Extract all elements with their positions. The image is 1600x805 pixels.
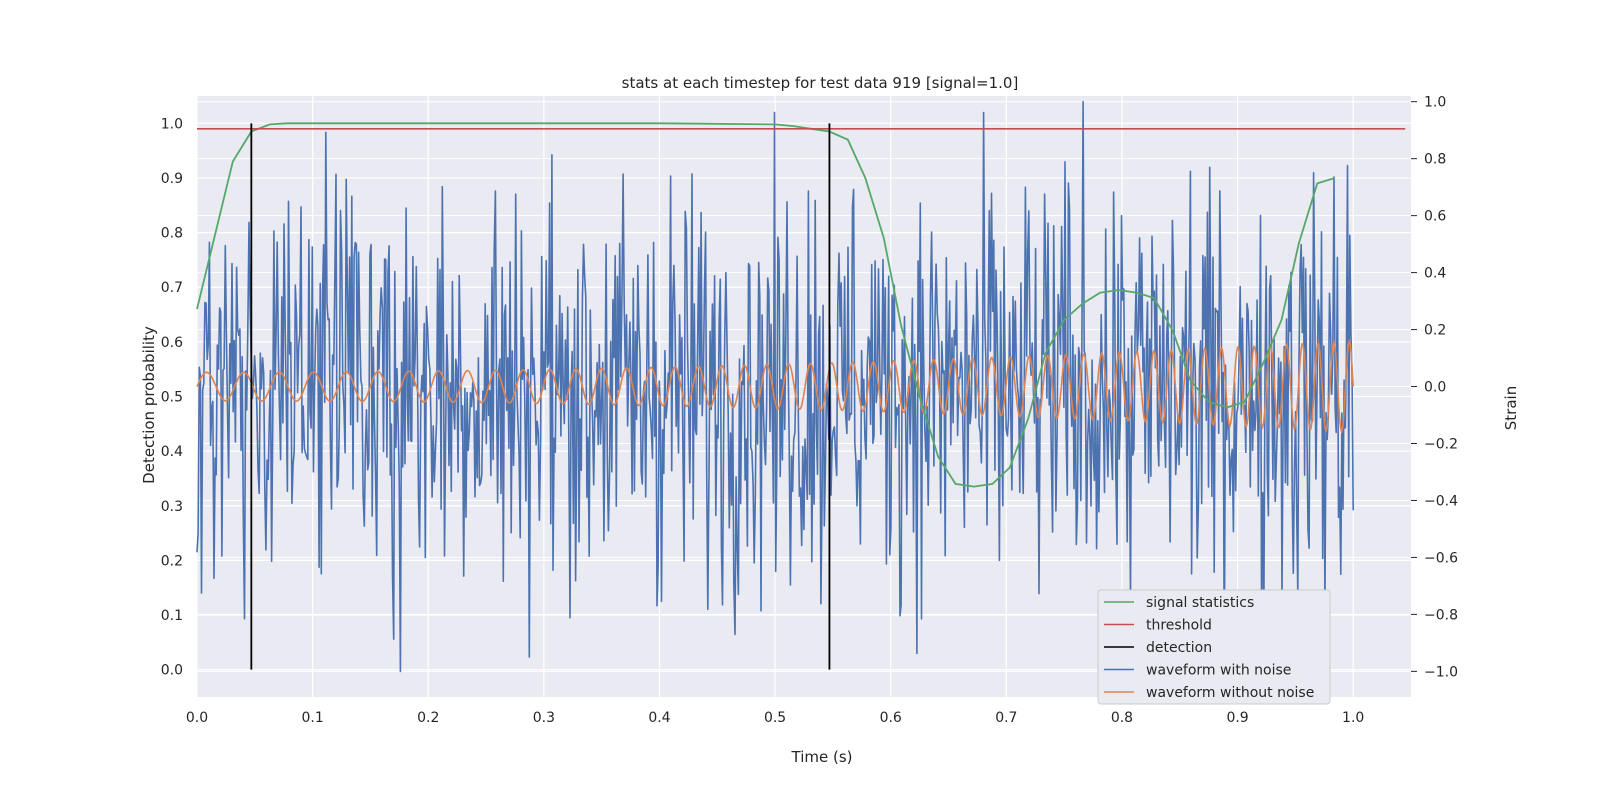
y-tick-label-right: −1.0 xyxy=(1424,664,1458,680)
y-tick-label-left: 0.5 xyxy=(161,390,183,406)
y-tick-label-right: −0.2 xyxy=(1424,436,1458,452)
y-axis-title-left: Detection probability xyxy=(140,326,158,484)
legend-label-waveform-without-noise: waveform without noise xyxy=(1146,685,1314,701)
x-tick-label: 0.0 xyxy=(186,710,208,726)
y-axis-title-right: Strain xyxy=(1502,386,1520,430)
y-tick-label-right: 0.0 xyxy=(1424,380,1446,396)
x-tick-label: 0.1 xyxy=(301,710,323,726)
x-tick-label: 1.0 xyxy=(1342,710,1364,726)
series-layer xyxy=(196,100,1406,673)
series-waveform-with-noise xyxy=(196,100,1354,673)
x-tick-label: 0.7 xyxy=(995,710,1017,726)
legend-box xyxy=(1097,589,1331,705)
y-tick-label-right: −0.4 xyxy=(1424,493,1458,509)
y-tick-label-left: 1.0 xyxy=(161,116,183,132)
legend-label-waveform-with-noise: waveform with noise xyxy=(1146,663,1291,679)
x-tick-label: 0.2 xyxy=(417,710,439,726)
y-tick-label-right: 0.2 xyxy=(1424,323,1446,339)
y-tick-label-right: −0.8 xyxy=(1424,607,1458,623)
y-tick-label-left: 0.6 xyxy=(161,335,183,351)
legend-label-detection: detection xyxy=(1146,640,1212,656)
legend: signal statistics threshold detection wa… xyxy=(1097,589,1331,705)
y-tick-label-left: 0.9 xyxy=(161,171,183,187)
chart-title: stats at each timestep for test data 919… xyxy=(622,74,1019,92)
legend-label-threshold: threshold xyxy=(1146,618,1212,634)
x-tick-label: 0.5 xyxy=(764,710,786,726)
y-tick-label-left: 0.4 xyxy=(161,444,183,460)
y-tick-label-right: −0.6 xyxy=(1424,550,1458,566)
y-tick-label-left: 0.1 xyxy=(161,608,183,624)
x-tick-label: 0.3 xyxy=(533,710,555,726)
tick-layer: 0.0 0.1 0.2 0.3 0.4 0.5 0.6 0.7 0.8 0.9 1.0 0.0 0.1 0… xyxy=(161,95,1458,726)
x-tick-label: 0.8 xyxy=(1111,710,1133,726)
x-tick-label: 0.6 xyxy=(880,710,902,726)
y-tick-label-left: 0.0 xyxy=(161,663,183,679)
y-tick-label-left: 0.8 xyxy=(161,226,183,242)
x-axis-title: Time (s) xyxy=(791,748,853,766)
legend-label-signal-statistics: signal statistics xyxy=(1146,595,1254,611)
y-tick-label-left: 0.3 xyxy=(161,499,183,515)
y-tick-label-left: 0.7 xyxy=(161,280,183,296)
y-tick-label-right: 0.4 xyxy=(1424,266,1446,282)
series-waveform-without-noise xyxy=(196,338,1354,435)
y-tick-label-right: 1.0 xyxy=(1424,95,1446,111)
x-tick-label: 0.9 xyxy=(1226,710,1248,726)
x-tick-label: 0.4 xyxy=(648,710,670,726)
y-tick-label-left: 0.2 xyxy=(161,553,183,569)
y-tick-label-right: 0.6 xyxy=(1424,209,1446,225)
series-signal-statistics xyxy=(196,122,1335,488)
y-tick-label-right: 0.8 xyxy=(1424,152,1446,168)
